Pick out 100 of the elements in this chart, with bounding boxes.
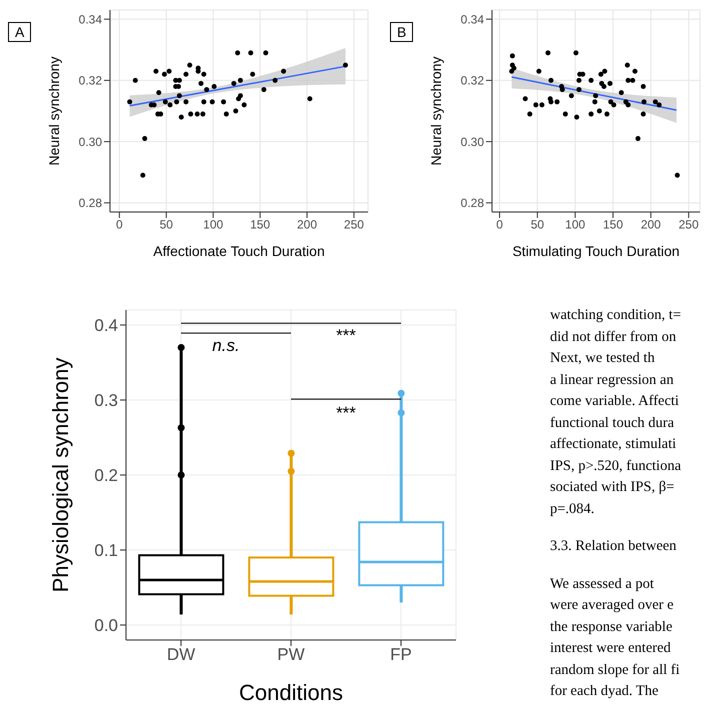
point — [140, 172, 146, 178]
point — [574, 114, 580, 120]
point — [242, 102, 247, 108]
y-tick-label: 0.34 — [78, 12, 102, 26]
point — [674, 172, 680, 178]
point — [588, 78, 594, 83]
x-axis-title: Conditions — [239, 680, 343, 705]
point — [261, 87, 266, 92]
point — [174, 99, 180, 104]
x-tick-label: 50 — [530, 218, 544, 232]
point — [224, 112, 229, 117]
point — [592, 99, 598, 104]
point — [156, 90, 162, 96]
text: were averaged over e — [550, 596, 675, 615]
x-axis-title: Stimulating Touch Duration — [512, 243, 680, 259]
y-tick-label: 0.3 — [94, 391, 118, 410]
text: for each dyad. The — [550, 682, 660, 701]
text: watching condition, t= — [550, 306, 682, 325]
point — [596, 108, 602, 114]
point — [250, 72, 256, 77]
point — [162, 99, 168, 104]
annotation: n.s. — [212, 336, 240, 355]
point — [162, 72, 167, 77]
point — [607, 80, 612, 86]
point — [562, 112, 568, 117]
x-tick-label: 150 — [603, 218, 624, 232]
point — [630, 78, 636, 83]
x-tick-label: 250 — [344, 218, 364, 232]
text: p=.084. — [550, 500, 596, 518]
point — [142, 136, 148, 142]
point — [194, 112, 200, 117]
x-tick-label: PW — [277, 645, 305, 664]
point — [533, 102, 538, 108]
point — [238, 93, 243, 98]
y-tick-label: 0.4 — [94, 316, 118, 336]
point — [588, 112, 594, 117]
point — [510, 53, 515, 58]
y-tick-label: 0.28 — [460, 196, 484, 210]
x-tick-label: 150 — [250, 218, 270, 232]
text: affectionate, stimulati — [550, 435, 678, 454]
y-axis-title: Physiological synchrony — [48, 358, 73, 592]
y-tick-label: 0.28 — [78, 196, 102, 210]
point — [626, 78, 631, 83]
point — [198, 80, 204, 86]
y-tick-label: 0.30 — [460, 134, 484, 149]
point — [263, 50, 268, 56]
point — [212, 84, 217, 90]
point — [640, 112, 646, 117]
point — [598, 72, 604, 77]
point — [642, 99, 647, 104]
point — [604, 112, 610, 117]
text: IPS, p>.520, functiona — [550, 456, 682, 476]
text: random slope for all fi — [550, 660, 681, 680]
x-tick-label: 0 — [496, 218, 504, 232]
x-tick-label: 200 — [640, 218, 662, 232]
y-tick-label: 0.2 — [94, 466, 118, 486]
point — [204, 87, 210, 92]
point — [536, 68, 542, 74]
point — [201, 99, 206, 104]
point — [624, 62, 630, 68]
point — [652, 99, 658, 104]
point — [554, 99, 560, 104]
point — [132, 78, 138, 83]
x-tick-label: DW — [166, 645, 196, 664]
point — [200, 112, 206, 117]
point — [307, 96, 312, 102]
x-tick-label: 100 — [565, 218, 586, 232]
point — [548, 78, 554, 83]
y-tick-label: 0.0 — [94, 616, 118, 636]
annotation: *** — [336, 326, 356, 345]
annotation: *** — [336, 403, 356, 422]
point — [593, 93, 598, 98]
point — [231, 80, 236, 86]
point — [545, 50, 550, 56]
point — [632, 68, 638, 74]
point — [281, 68, 286, 74]
x-tick-label: 250 — [678, 218, 699, 232]
text: come variable. Affecti — [550, 392, 680, 411]
point — [626, 102, 631, 108]
point — [618, 90, 624, 96]
text: did not differ from on — [550, 328, 678, 346]
point — [560, 87, 565, 92]
x-tick-label: FP — [390, 645, 412, 664]
point — [272, 78, 278, 83]
point — [178, 114, 184, 120]
point — [656, 102, 662, 108]
point — [153, 68, 158, 74]
point — [235, 50, 240, 56]
x-axis-title: Affectionate Touch Duration — [153, 243, 325, 259]
y-tick-label: 0.34 — [460, 12, 484, 26]
point — [548, 99, 554, 104]
text: Next, we tested th — [550, 349, 656, 368]
point — [568, 93, 574, 98]
point — [201, 72, 206, 77]
point — [602, 68, 608, 74]
point — [635, 136, 640, 142]
text: 3.3. Relation between — [550, 537, 678, 556]
point — [640, 84, 646, 90]
point — [576, 78, 582, 83]
point — [527, 112, 532, 117]
